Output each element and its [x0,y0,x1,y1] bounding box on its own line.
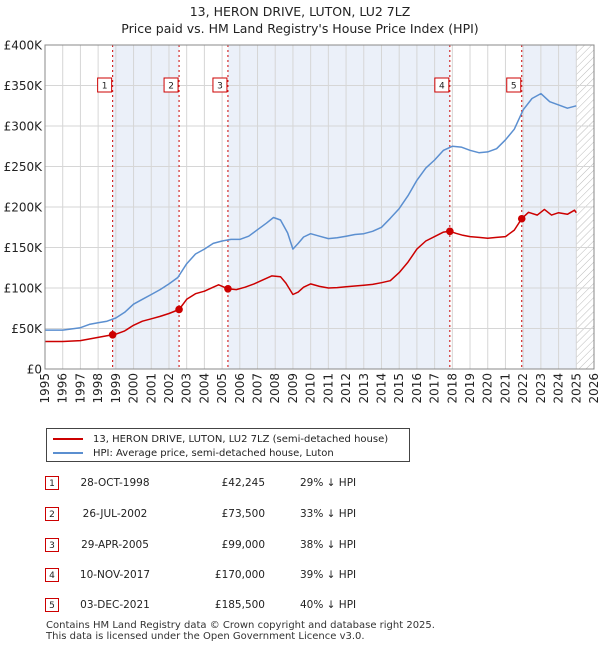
footer-attribution: Contains HM Land Registry data © Crown c… [46,620,435,642]
x-tick-label: 2014 [374,373,388,404]
x-tick-label: 2026 [587,373,600,404]
x-tick-label: 2023 [534,373,548,404]
title-line-2: Price paid vs. HM Land Registry's House … [121,21,479,36]
x-tick-label: 2006 [233,373,247,404]
sale-label-box [506,77,522,93]
x-tick-label: 2004 [197,373,211,404]
chart-title: 13, HERON DRIVE, LUTON, LU2 7LZ Price pa… [0,3,600,37]
row-date: 28-OCT-1998 [80,477,150,489]
y-tick-label: £200K [4,201,44,215]
row-hpi: 29% ↓ HPI [300,477,357,489]
row-number-badge: 1 [45,476,59,490]
x-tick-label: 2015 [392,373,406,404]
x-tick-label: 1998 [91,373,105,404]
row-number-badge: 3 [45,538,59,552]
row-date: 10-NOV-2017 [79,569,151,581]
x-tick-label: 2007 [251,373,265,404]
x-tick-label: 1999 [109,373,123,404]
sale-label-box [212,77,228,93]
y-tick-label: £350K [4,79,44,93]
row-date: 03-DEC-2021 [80,599,150,611]
sale-label-text: 2 [168,82,174,92]
row-hpi: 38% ↓ HPI [300,539,357,551]
property-price-line [45,208,577,343]
sale-label-text: 5 [511,82,517,92]
row-date: 26-JUL-2002 [82,508,148,520]
x-tick-label: 2010 [304,373,318,404]
row-price: £185,500 [214,599,265,611]
x-tick-label: 2012 [339,373,353,404]
table-row: 3 29-APR-2005 £99,000 38% ↓ HPI [0,537,600,555]
row-hpi: 39% ↓ HPI [300,569,357,581]
row-number-badge: 2 [45,507,59,521]
table-row: 5 03-DEC-2021 £185,500 40% ↓ HPI [0,597,600,615]
row-price: £73,500 [221,508,265,520]
x-tick-label: 2000 [127,373,141,404]
y-tick-label: £150K [4,241,44,255]
sale-label-box [97,77,113,93]
sale-label-box [163,77,179,93]
x-tick-label: 2016 [410,373,424,404]
row-hpi: 33% ↓ HPI [300,508,357,520]
sale-label-text: 4 [439,82,445,92]
x-tick-label: 2011 [321,373,335,404]
sale-point [108,330,117,339]
table-row: 4 10-NOV-2017 £170,000 39% ↓ HPI [0,567,600,585]
y-tick-label: £100K [4,282,44,296]
y-tick-label: £300K [4,120,44,134]
x-tick-label: 2020 [481,373,495,404]
row-price: £170,000 [214,569,265,581]
x-tick-label: 2001 [144,373,158,404]
sale-point [446,227,454,236]
x-tick-label: 2009 [286,373,300,404]
x-tick-label: 2003 [180,373,194,404]
hpi-line [45,92,577,331]
price-chart: 1 2 3 4 5 £0 £50K £100K £150K £200K £250K £300K £350… [4,39,600,404]
y-tick-label: £0 [27,363,42,377]
legend-item-hpi: HPI: Average price, semi-detached house,… [53,446,334,460]
x-tick-label: 2002 [162,373,176,404]
plot-frame [44,44,595,370]
footer-line-2: This data is licensed under the Open Gov… [46,631,365,642]
row-price: £99,000 [221,539,265,551]
sale-point [224,285,232,293]
x-tick-label: 1995 [38,373,52,404]
sale-label-box [434,77,450,93]
legend-label-property: 13, HERON DRIVE, LUTON, LU2 7LZ (semi-de… [93,433,389,445]
y-tick-label: £400K [4,39,44,53]
legend-item-property: 13, HERON DRIVE, LUTON, LU2 7LZ (semi-de… [53,432,388,446]
x-tick-label: 2025 [569,373,583,404]
sale-point [175,305,183,314]
row-number-badge: 4 [45,568,59,582]
x-tick-label: 2019 [463,373,477,404]
legend-swatch-hpi [53,452,83,454]
x-tick-label: 2005 [215,373,229,404]
x-tick-label: 2022 [516,373,530,404]
x-tick-label: 2018 [445,373,459,404]
row-price: £42,245 [221,477,265,489]
x-tick-label: 2017 [428,373,442,404]
y-tick-label: £250K [4,160,44,174]
x-tick-label: 1996 [56,373,70,404]
row-number-badge: 5 [45,598,59,612]
x-tick-label: 2008 [268,373,282,404]
legend-swatch-property [53,438,83,440]
x-tick-label: 1997 [73,373,87,404]
sale-point [517,214,526,223]
table-row: 1 28-OCT-1998 £42,245 29% ↓ HPI [0,475,600,493]
y-tick-label: £50K [11,322,43,336]
footer-line-1: Contains HM Land Registry data © Crown c… [46,620,435,631]
chart-legend: 13, HERON DRIVE, LUTON, LU2 7LZ (semi-de… [46,428,410,462]
row-date: 29-APR-2005 [81,539,149,551]
sale-label-text: 1 [102,82,108,92]
x-tick-label: 2021 [498,373,512,404]
row-hpi: 40% ↓ HPI [300,599,357,611]
legend-label-hpi: HPI: Average price, semi-detached house,… [93,447,334,459]
sale-label-text: 3 [217,82,223,92]
x-tick-label: 2013 [357,373,371,404]
table-row: 2 26-JUL-2002 £73,500 33% ↓ HPI [0,506,600,524]
title-line-1: 13, HERON DRIVE, LUTON, LU2 7LZ [189,4,411,19]
x-tick-label: 2024 [552,373,566,404]
